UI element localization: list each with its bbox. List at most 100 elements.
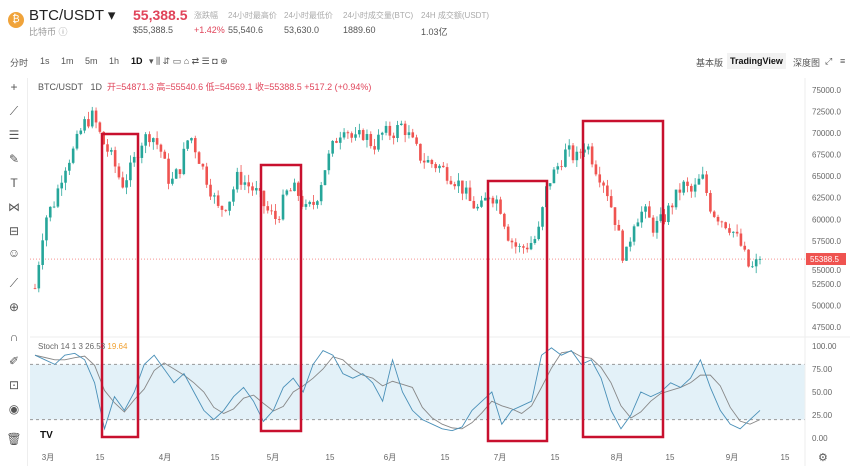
- candle: [224, 209, 228, 211]
- candle: [60, 182, 64, 189]
- candle: [712, 211, 716, 217]
- interval-tab-active[interactable]: 1D: [131, 56, 143, 66]
- candle: [606, 185, 609, 197]
- candle: [464, 187, 468, 194]
- time-tick: 6月: [384, 453, 396, 462]
- candle: [663, 214, 666, 223]
- candle: [686, 181, 689, 186]
- settings-icon[interactable]: ≡: [840, 56, 846, 66]
- candle: [506, 226, 510, 241]
- candle: [171, 178, 174, 184]
- candle: [335, 140, 338, 143]
- candle: [552, 169, 556, 184]
- candle: [228, 201, 231, 211]
- candle: [174, 169, 178, 179]
- stat-value: +1.42%: [194, 25, 225, 35]
- trendline-icon[interactable]: ⟋: [9, 104, 19, 118]
- candle: [743, 245, 747, 250]
- candle: [151, 138, 155, 143]
- candle: [648, 206, 651, 218]
- candle: [422, 160, 426, 163]
- candle: [277, 219, 281, 220]
- candle: [316, 201, 319, 205]
- zoom-icon[interactable]: ⊕: [8, 300, 20, 314]
- emoji-icon[interactable]: ☺: [7, 246, 21, 260]
- time-tick: 15: [781, 453, 790, 462]
- candle: [209, 184, 212, 197]
- magnet-icon[interactable]: ∩: [9, 330, 19, 344]
- candle: [285, 190, 289, 195]
- price-usd: $55,388.5: [133, 25, 174, 35]
- candle: [392, 135, 395, 139]
- stoch-tick: 100.00: [812, 342, 837, 351]
- view-depth[interactable]: 深度图: [793, 58, 821, 68]
- candle: [312, 201, 315, 205]
- candle: [125, 180, 128, 188]
- candle: [110, 150, 113, 152]
- view-basic[interactable]: 基本版: [696, 58, 724, 68]
- stat-label: 24H 成交额(USDT): [421, 11, 490, 20]
- interval-tab[interactable]: 分时: [10, 58, 29, 68]
- price-tick: 47500.0: [812, 323, 841, 332]
- last-price-label: 55388.5: [810, 255, 839, 264]
- interval-dropdown-icon[interactable]: ▾ ⫼ ⇵ ▭ ⌂ ⇄ ☰ ◘ ⊕: [149, 56, 228, 66]
- interval-tab[interactable]: 1s: [40, 56, 50, 66]
- candle: [232, 189, 235, 202]
- text-icon[interactable]: T: [10, 176, 18, 190]
- view-tradingview[interactable]: TradingView: [727, 53, 786, 69]
- ohlc-legend: BTC/USDT 1D 开=54871.3 高=55540.6 低=54569.…: [38, 80, 371, 93]
- stoch-d-line: [34, 350, 761, 430]
- candle: [491, 197, 495, 204]
- horizontal-lines-icon[interactable]: ☰: [8, 128, 20, 142]
- legend-high: 高=55540.6: [156, 82, 204, 92]
- price-tick: 70000.0: [812, 129, 841, 138]
- candle: [358, 130, 361, 135]
- interval-tab[interactable]: 5m: [85, 56, 98, 66]
- candle: [68, 162, 71, 171]
- stat-value: 1.03亿: [421, 27, 448, 37]
- candle: [724, 222, 727, 229]
- candle: [445, 167, 449, 181]
- candle: [529, 243, 533, 250]
- candle: [186, 140, 189, 149]
- stoch-band: [30, 364, 805, 420]
- candle: [564, 149, 567, 167]
- time-tick: 15: [551, 453, 560, 462]
- candle: [709, 192, 712, 212]
- candle: [304, 204, 308, 207]
- interval-tab[interactable]: 1m: [61, 56, 74, 66]
- price-tick: 57500.0: [812, 237, 841, 246]
- candle: [213, 195, 216, 197]
- candle: [670, 205, 674, 208]
- pattern-icon[interactable]: ⋈: [8, 200, 20, 214]
- visibility-icon[interactable]: ◉: [8, 402, 20, 416]
- candle: [400, 123, 403, 126]
- ruler-icon[interactable]: ⊟: [8, 224, 20, 238]
- candle: [98, 122, 102, 132]
- lock-icon[interactable]: ⊡: [8, 378, 20, 392]
- candle: [598, 174, 602, 183]
- stat-value: 1889.60: [343, 25, 376, 35]
- crosshair-icon[interactable]: +: [10, 80, 18, 94]
- candle: [159, 144, 163, 152]
- brush-icon[interactable]: ✎: [8, 152, 20, 166]
- pair-selector[interactable]: BTC/USDT ▾: [29, 7, 116, 24]
- candle: [720, 221, 724, 223]
- interval-tab[interactable]: 1h: [109, 56, 120, 66]
- time-tick: 3月: [42, 453, 54, 462]
- candle: [94, 110, 98, 123]
- candle: [308, 201, 312, 205]
- candle: [90, 110, 94, 127]
- measure-icon[interactable]: ⟋: [9, 276, 19, 290]
- trash-icon[interactable]: 🗑: [6, 432, 22, 446]
- stat-label: 涨跌幅: [194, 11, 218, 20]
- candle: [197, 152, 201, 164]
- candle: [579, 151, 582, 153]
- draw-mode-icon[interactable]: ✐: [8, 354, 20, 368]
- candle: [327, 153, 331, 171]
- fullscreen-icon[interactable]: ⤢: [825, 56, 833, 66]
- candle: [266, 206, 270, 211]
- candle: [655, 220, 659, 233]
- candle: [243, 182, 247, 185]
